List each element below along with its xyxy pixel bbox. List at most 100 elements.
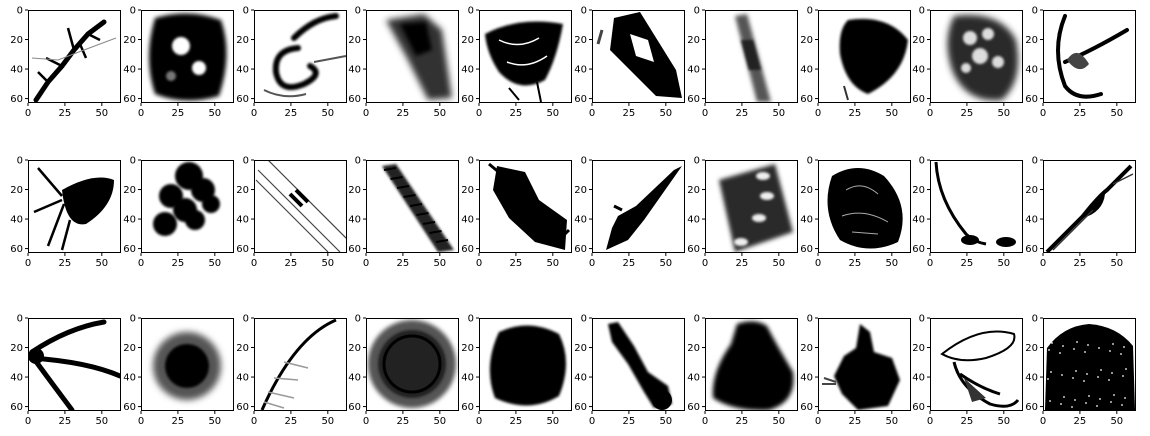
y-tick-label: 20 [800,185,813,196]
y-tick-label: 40 [1025,373,1038,384]
panel-r1-c6: 0 25 50 0 20 40 60 [574,6,685,119]
y-tick-label: 60 [1025,94,1038,105]
y-tick-label: 40 [123,215,136,226]
x-tick-label: 0 [815,108,821,119]
x-tick-label: 0 [702,416,708,427]
axes-frame [592,10,685,103]
y-tick-label: 60 [348,402,361,413]
segmented-rod-image [608,322,672,410]
x-tick-label: 25 [59,416,72,427]
y-tick-label: 60 [461,402,474,413]
y-tick-label: 40 [912,373,925,384]
x-tick-label: 25 [1074,108,1087,119]
x-tick-label: 25 [510,416,523,427]
y-tick-label: 20 [123,185,136,196]
panel-r1-c4: 0 25 50 0 20 40 60 [348,6,459,119]
y-tick-label: 0 [694,156,700,167]
y-tick-label: 20 [236,343,249,354]
x-tick-label: 50 [95,416,108,427]
y-tick-label: 20 [461,343,474,354]
tailed-blob-image [33,167,114,251]
axes-frame [479,160,572,253]
y-tick-label: 60 [687,402,700,413]
y-tick-label: 0 [581,6,587,17]
y-tick-label: 40 [574,373,587,384]
panel-r1-c3: 0 25 50 0 20 40 60 [236,6,347,119]
x-tick-label: 0 [476,108,482,119]
y-tick-label: 20 [687,343,700,354]
y-tick-label: 40 [123,65,136,76]
panel-r2-c2: 0 25 50 0 20 40 60 [123,156,234,269]
x-tick-label: 50 [772,258,785,269]
y-tick-label: 60 [574,94,587,105]
y-tick-label: 60 [461,94,474,105]
x-tick-label: 25 [59,108,72,119]
x-tick-label: 25 [736,416,749,427]
y-tick-label: 40 [348,215,361,226]
y-tick-label: 20 [10,185,23,196]
x-tick-label: 25 [961,258,974,269]
x-tick-label: 25 [397,416,410,427]
y-tick-label: 60 [1025,244,1038,255]
x-tick-label: 0 [927,258,933,269]
panel-r1-c7: 0 25 50 0 20 40 60 [687,6,798,119]
y-tick-label: 60 [687,244,700,255]
y-tick-label: 40 [461,373,474,384]
y-tick-label: 0 [355,156,361,167]
y-tick-label: 40 [1025,65,1038,76]
y-tick-label: 40 [461,215,474,226]
x-tick-label: 25 [1074,416,1087,427]
y-tick-label: 0 [243,314,249,325]
panel-r3-c5: 0 25 50 0 20 40 60 [461,314,572,427]
axes-frame [28,10,121,103]
panel-r1-c9: 0 25 50 0 20 40 60 [912,6,1023,119]
y-tick-label: 40 [10,215,23,226]
x-tick-label: 0 [1040,416,1046,427]
axes-frame [930,318,1023,411]
y-tick-label: 60 [687,94,700,105]
x-tick-label: 0 [476,258,482,269]
axes-frame [141,318,234,411]
dark-bell-blob-image [712,321,794,411]
diagonal-spindle-image [1045,164,1134,253]
irregular-dark-body-image [822,324,900,410]
y-tick-label: 20 [123,35,136,46]
axes-frame [705,160,798,253]
y-tick-label: 20 [912,35,925,46]
panel-r3-c9: 0 25 50 0 20 40 60 [912,314,1023,427]
panel-r3-c6: 0 25 50 0 20 40 60 [574,314,685,427]
axes-frame [254,318,347,411]
x-tick-label: 25 [1074,258,1087,269]
y-tick-label: 0 [1032,6,1038,17]
x-tick-label: 50 [546,258,559,269]
y-tick-label: 40 [236,65,249,76]
rough-diagonal-mass-image [488,162,571,250]
y-tick-label: 20 [800,35,813,46]
axes-frame [1043,10,1136,103]
faint-diagonal-streak-image [735,14,771,102]
axes-frame [141,10,234,103]
y-tick-label: 40 [800,65,813,76]
speckled-dome-image [1045,324,1135,410]
y-tick-label: 0 [694,6,700,17]
x-tick-label: 50 [885,108,898,119]
y-tick-label: 20 [1025,343,1038,354]
y-tick-label: 60 [1025,402,1038,413]
axes-frame [818,160,911,253]
axes-frame [366,10,459,103]
axes-frame [1043,318,1136,411]
panel-r2-c10: 0 25 50 0 20 40 60 [1025,156,1136,269]
y-tick-label: 20 [687,185,700,196]
y-tick-label: 40 [574,215,587,226]
y-tick-label: 40 [123,373,136,384]
x-tick-label: 0 [251,258,257,269]
y-tick-label: 20 [123,343,136,354]
x-tick-label: 0 [138,258,144,269]
y-tick-label: 0 [130,156,136,167]
image-background [254,10,347,103]
y-tick-label: 20 [461,35,474,46]
y-tick-label: 40 [687,65,700,76]
x-tick-label: 50 [433,258,446,269]
y-tick-label: 0 [468,156,474,167]
x-tick-label: 0 [815,416,821,427]
